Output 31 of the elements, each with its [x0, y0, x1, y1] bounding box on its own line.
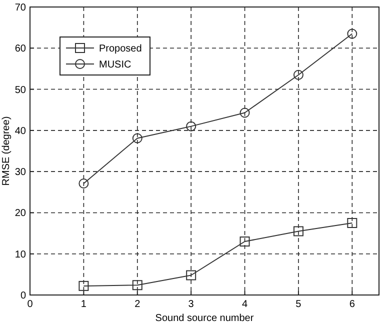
point: [78, 280, 89, 291]
point: [347, 28, 358, 39]
x-tick-label: 3: [188, 299, 194, 310]
point: [78, 178, 89, 189]
x-tick-label: 6: [349, 299, 356, 310]
y-tick-label: 20: [14, 208, 26, 220]
point: [132, 280, 142, 290]
y-tick-label: 60: [14, 44, 26, 55]
y-tick-label: 30: [14, 167, 26, 178]
y-axis-title: RMSE (degree): [1, 116, 12, 186]
point: [186, 270, 196, 280]
x-tick-label: 0: [27, 299, 34, 310]
x-tick-label: 2: [134, 299, 141, 310]
point: [240, 236, 250, 247]
y-tick-label: 40: [14, 126, 26, 137]
point: [293, 70, 304, 80]
y-tick-label: 0: [20, 290, 26, 302]
y-tick-label: 10: [14, 249, 26, 260]
point: [347, 218, 358, 228]
point: [240, 108, 250, 118]
x-tick-label: 5: [296, 299, 302, 310]
y-tick-label: 50: [14, 84, 26, 96]
x-axis-title: Sound source number: [155, 313, 254, 324]
x-tick-label: 1: [80, 299, 87, 310]
legend-label: MUSIC: [99, 60, 132, 70]
legend-label: Proposed: [99, 44, 142, 54]
point: [293, 226, 304, 236]
point: [186, 121, 196, 132]
x-tick-label: 4: [242, 299, 248, 310]
point: [132, 133, 142, 144]
y-tick-label: 70: [14, 2, 26, 14]
